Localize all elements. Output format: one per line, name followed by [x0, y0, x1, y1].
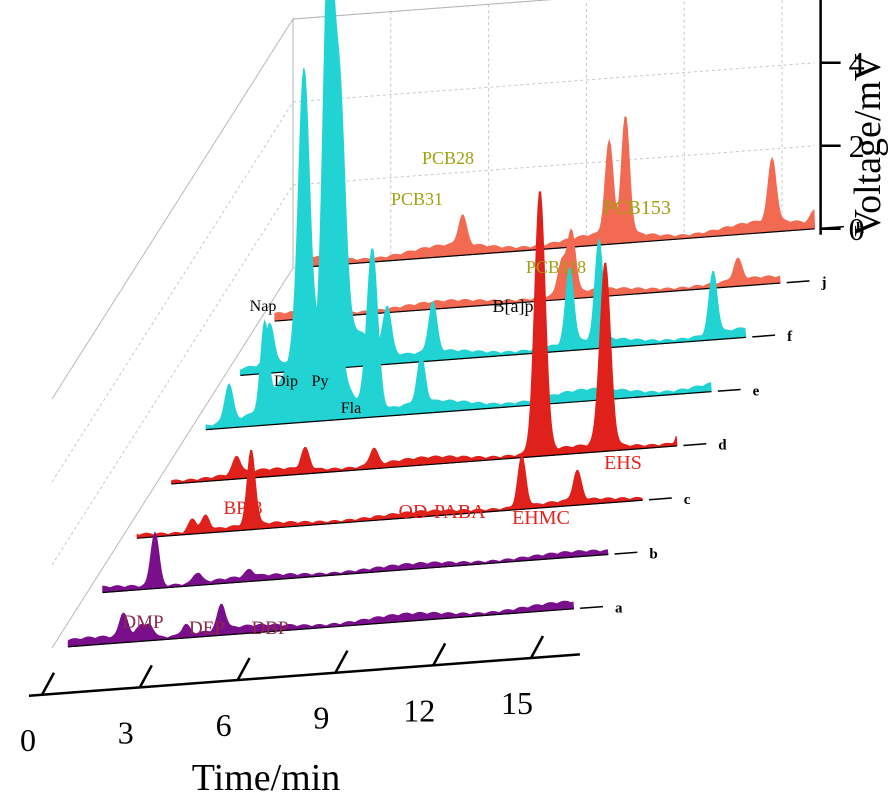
series-baseline-c — [137, 499, 643, 539]
x-tick-label: 6 — [216, 707, 232, 743]
z-tick-label: 4 — [849, 45, 865, 81]
peak-annotation: Nap — [250, 298, 277, 315]
left-wall-gridline — [51, 184, 294, 566]
peak-annotation: PCB28 — [422, 148, 474, 168]
series-tick-e — [717, 388, 741, 392]
series-baseline-h — [309, 228, 815, 268]
x-tick-label: 3 — [118, 714, 134, 750]
series-trace-b — [102, 531, 609, 594]
peak-annotation: PCB31 — [391, 189, 443, 209]
series-baseline-a — [68, 608, 574, 648]
peak-annotation: DMP — [122, 612, 163, 633]
series-baseline-j — [274, 282, 781, 322]
series-tick-a — [580, 605, 603, 610]
x-axis-line — [28, 653, 580, 697]
peak-annotation: EHMC — [512, 507, 570, 529]
z-axis-label: Voltage/mV — [847, 53, 889, 237]
series-label-e: e — [753, 383, 760, 399]
x-tick — [236, 657, 251, 681]
series-label-d: d — [718, 438, 727, 454]
series-label-b: b — [649, 546, 657, 562]
peak-annotation: B[a]p — [493, 296, 534, 316]
series-trace-a — [67, 600, 575, 648]
peak-annotation: EHS — [604, 452, 642, 474]
peak-annotation: DBP — [252, 618, 289, 639]
peak-annotation: OD-PABA — [398, 501, 486, 523]
peak-annotation: Dip — [274, 373, 298, 390]
series-trace-d — [171, 191, 678, 485]
series-label-a: a — [615, 601, 623, 617]
left-wall-gridline — [51, 267, 294, 649]
x-tick — [432, 642, 447, 666]
series-tick-j — [786, 280, 810, 284]
series-label-j: j — [821, 275, 827, 291]
series-baseline-d — [171, 445, 677, 485]
label-layer: DMP DEP DBP BP-3 OD-PABA EHMC EHS Dip Py Fla Nap B[… — [122, 148, 671, 639]
series-trace-h — [308, 116, 816, 268]
series-tick-b — [614, 551, 638, 555]
peak-annotation: DEP — [189, 618, 225, 639]
peak-annotation: BP-3 — [223, 498, 262, 519]
back-wall-gridline — [292, 145, 815, 186]
x-tick-label: 15 — [501, 685, 533, 721]
series-tick-c — [648, 497, 672, 501]
series-layer — [67, 0, 816, 648]
left-wall-outline — [51, 17, 294, 649]
series-trace-f — [239, 0, 747, 376]
x-tick — [529, 635, 545, 659]
series-trace-c — [136, 449, 644, 539]
back-wall-gridline — [292, 0, 553, 20]
series-tick-f — [752, 334, 776, 338]
left-wall-gridline — [51, 101, 294, 483]
axes-layer: hjfedcba036912150246 — [20, 0, 865, 758]
peak-annotation: Py — [312, 373, 329, 390]
peak-annotation: Fla — [341, 400, 361, 417]
left-wall-gridline — [51, 18, 294, 400]
x-tick-label: 0 — [20, 722, 36, 758]
peak-annotation: PCB153 — [603, 197, 671, 219]
x-tick — [40, 672, 56, 696]
series-baseline-e — [205, 391, 712, 431]
peak-annotation: PCB118 — [526, 257, 586, 277]
series-label-h: h — [856, 221, 865, 237]
grid-layer — [51, 0, 815, 649]
z-tick-label: 0 — [849, 211, 865, 247]
x-tick-label: 12 — [403, 692, 435, 728]
series-label-c: c — [684, 492, 691, 508]
back-wall-top — [292, 0, 553, 20]
x-tick — [334, 650, 349, 674]
back-wall-gridline — [292, 62, 815, 103]
x-tick-label: 9 — [313, 700, 329, 736]
x-axis-label: Time/min — [192, 757, 341, 799]
series-label-f: f — [787, 329, 793, 345]
series-trace-e — [205, 67, 712, 431]
series-baseline-b — [102, 553, 609, 594]
z-tick-label: 2 — [849, 128, 865, 164]
x-tick — [138, 664, 153, 688]
series-tick-d — [683, 442, 707, 447]
